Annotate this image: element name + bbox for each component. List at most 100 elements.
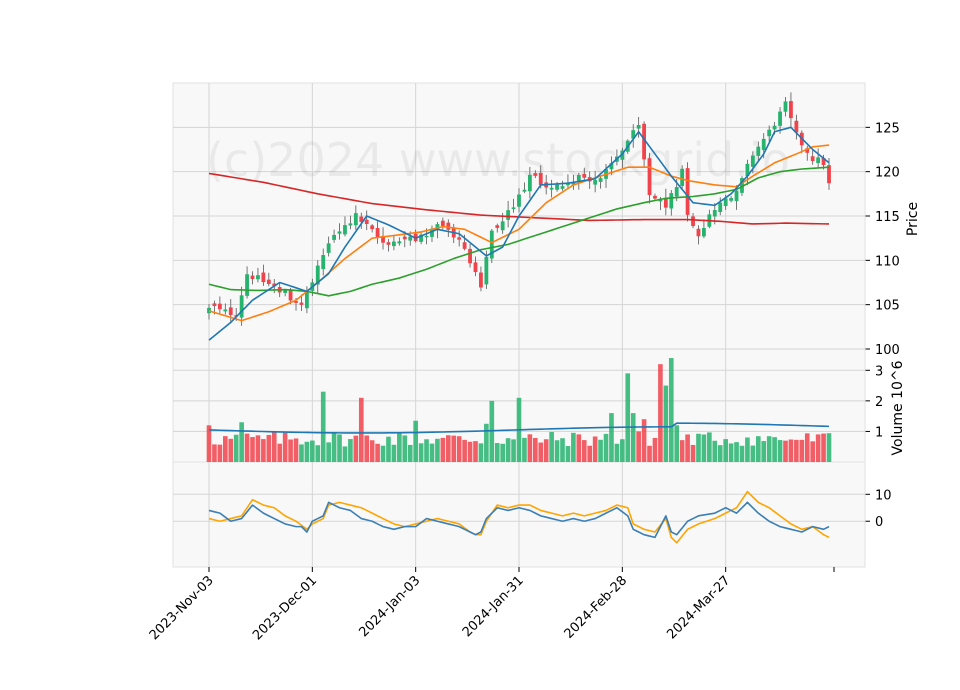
candle-body [680,168,685,186]
volume-bar [462,439,467,462]
candle-body [397,241,402,244]
volume-bar [560,438,565,462]
oscillator-signal-line [208,490,830,544]
volume-bar [581,440,587,462]
volume-average-line [208,422,830,434]
volume-bar [228,438,234,462]
x-tick-label: 2024-Mar-27 [664,573,733,642]
oscillator-panel [208,490,830,544]
volume-bar [478,443,484,462]
volume-bar [473,441,478,462]
volume-bar [315,445,321,462]
candle-body [495,225,500,228]
volume-bar [239,422,244,462]
volume-bar [571,432,576,462]
candle-body [419,234,424,242]
candle-body [761,138,766,150]
oscillator-tick-label: 10 [875,488,892,503]
volume-bar [282,432,288,462]
volume-tick-label: 1 [875,425,883,440]
candle-body [593,180,598,185]
volume-bar [505,438,511,462]
volume-bar [233,434,239,462]
candle-body [653,195,657,199]
volume-bar [668,358,674,462]
volume-bar [620,439,625,462]
candle-body [778,111,782,126]
volume-bar [288,439,293,462]
volume-bar [772,437,777,462]
volume-bar [250,437,255,462]
price-tick-label: 110 [875,254,900,269]
volume-bar [815,434,821,462]
volume-bar [658,364,663,462]
volume-bar [717,445,723,462]
volume-bar [636,431,641,462]
volume-bar [734,442,739,462]
volume-bar [614,443,620,462]
volume-bar [603,433,609,462]
volume-bar [788,439,794,462]
volume-bar [663,385,669,462]
price-axis-title: Price [905,202,921,236]
candle-body [756,146,761,156]
volume-bar [440,437,446,462]
candle-body [821,157,826,166]
candle-body [332,234,336,240]
volume-bar [630,413,636,462]
candle-body [636,124,641,129]
volume-bar [217,444,223,462]
volume-bar [494,443,500,462]
price-tick-label: 100 [875,343,900,358]
watermark: (c)2024 www.stockgrid.io [206,133,790,187]
volume-bar [576,434,582,462]
candle-body [381,235,385,243]
volume-bar [652,437,658,462]
candle-body [555,184,559,190]
candle-body [723,198,728,207]
candle-body [609,163,614,170]
candle-body [696,228,701,237]
volume-bar [766,436,772,462]
volume-bar [255,435,261,462]
volume-bar [533,437,538,462]
candle-body [375,228,380,238]
volume-bar [375,443,380,462]
candle-body [250,275,255,280]
volume-bar [565,446,571,462]
candle-body [223,309,228,312]
candle-body [446,222,451,230]
volume-bar [799,439,805,462]
candle-body [228,307,233,315]
candle-body [430,228,434,237]
volume-bar [353,435,359,462]
volume-bar [522,437,527,462]
volume-bar [348,439,353,462]
volume-bar [783,440,788,462]
candle-body [353,213,358,226]
volume-bar [299,444,304,462]
volume-bar [326,442,331,462]
volume-bar [456,436,462,462]
candle-body [783,101,788,112]
volume-bar [821,433,826,462]
candle-body [702,228,706,237]
candle-body [566,182,570,186]
candle-body [489,230,494,259]
candle-body [457,237,462,240]
candle-body [261,272,266,283]
candle-body [256,275,260,280]
price-panel [207,92,831,341]
price-tick-label: 125 [875,121,900,136]
volume-bar [261,439,266,462]
volume-bar [310,440,315,462]
candle-body [647,158,652,195]
volume-bar [712,440,718,462]
volume-bar [527,434,533,462]
oscillator-line [208,501,830,539]
candle-body [810,156,815,162]
candle-body [359,216,364,222]
volume-bar [728,443,734,462]
volume-bar [293,438,299,462]
candle-body [827,165,831,184]
